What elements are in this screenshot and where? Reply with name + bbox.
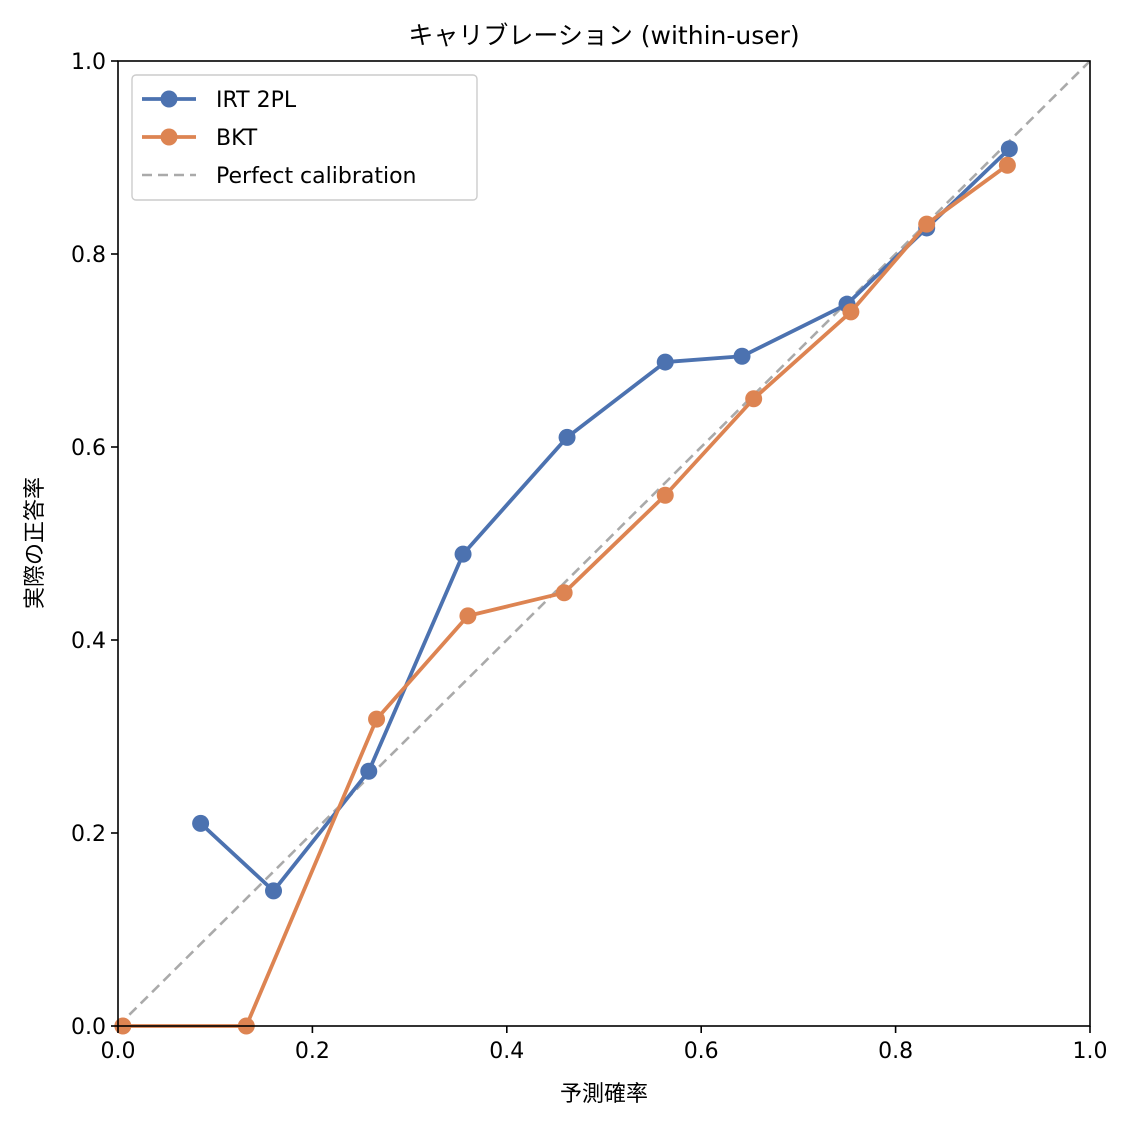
series-line-bkt <box>122 163 1009 1028</box>
series-irt-2pl <box>192 140 1018 900</box>
legend-box <box>131 74 478 201</box>
data-point-irt-2pl <box>733 347 751 365</box>
data-point-irt-2pl <box>192 814 210 832</box>
legend-label: BKT <box>216 126 258 151</box>
data-point-bkt <box>918 215 936 233</box>
data-point-bkt <box>842 303 860 321</box>
y-axis-title: 実際の正答率 <box>23 477 48 609</box>
legend-label: IRT 2PL <box>216 88 297 113</box>
legend-entry: IRT 2PL <box>142 88 297 113</box>
legend-entry: BKT <box>142 126 258 151</box>
x-tick-label: 0.6 <box>684 1039 719 1064</box>
y-tick-label: 0.8 <box>71 243 106 268</box>
data-point-irt-2pl <box>265 882 283 900</box>
y-tick-label: 0.0 <box>71 1015 106 1040</box>
data-point-bkt <box>998 156 1016 174</box>
legend-label: Perfect calibration <box>216 164 417 189</box>
plot-frame <box>117 60 1091 1027</box>
data-point-irt-2pl <box>1000 140 1018 158</box>
data-point-irt-2pl <box>360 762 378 780</box>
data-point-bkt <box>368 710 386 728</box>
legend-marker <box>160 90 178 108</box>
y-tick-label: 0.4 <box>71 629 106 654</box>
tick-layer: 0.0 0.2 0.4 0.6 0.8 1.0 0.0 0.2 0.4 0.6 0.8 1.0 <box>71 50 1108 1064</box>
data-point-bkt <box>459 607 477 625</box>
data-point-irt-2pl <box>558 428 576 446</box>
y-tick-label: 0.2 <box>71 822 106 847</box>
data-point-irt-2pl <box>454 545 472 563</box>
data-point-irt-2pl <box>656 353 674 371</box>
x-tick-label: 0.0 <box>101 1039 136 1064</box>
series-line-irt-2pl <box>199 147 1011 893</box>
x-tick-label: 0.2 <box>295 1039 330 1064</box>
data-point-bkt <box>555 584 573 602</box>
legend: IRT 2PL BKT Perfect calibration <box>131 74 478 201</box>
x-axis-title: 予測確率 <box>560 1082 648 1107</box>
data-point-bkt <box>745 390 763 408</box>
data-point-bkt <box>656 486 674 504</box>
y-tick-label: 1.0 <box>71 50 106 75</box>
chart-title: キャリブレーション (within-user) <box>408 21 799 50</box>
x-tick-label: 0.4 <box>489 1039 524 1064</box>
legend-marker <box>160 128 178 146</box>
x-tick-label: 1.0 <box>1073 1039 1108 1064</box>
y-tick-label: 0.6 <box>71 436 106 461</box>
x-tick-label: 0.8 <box>878 1039 913 1064</box>
legend-entry: Perfect calibration <box>142 164 417 189</box>
